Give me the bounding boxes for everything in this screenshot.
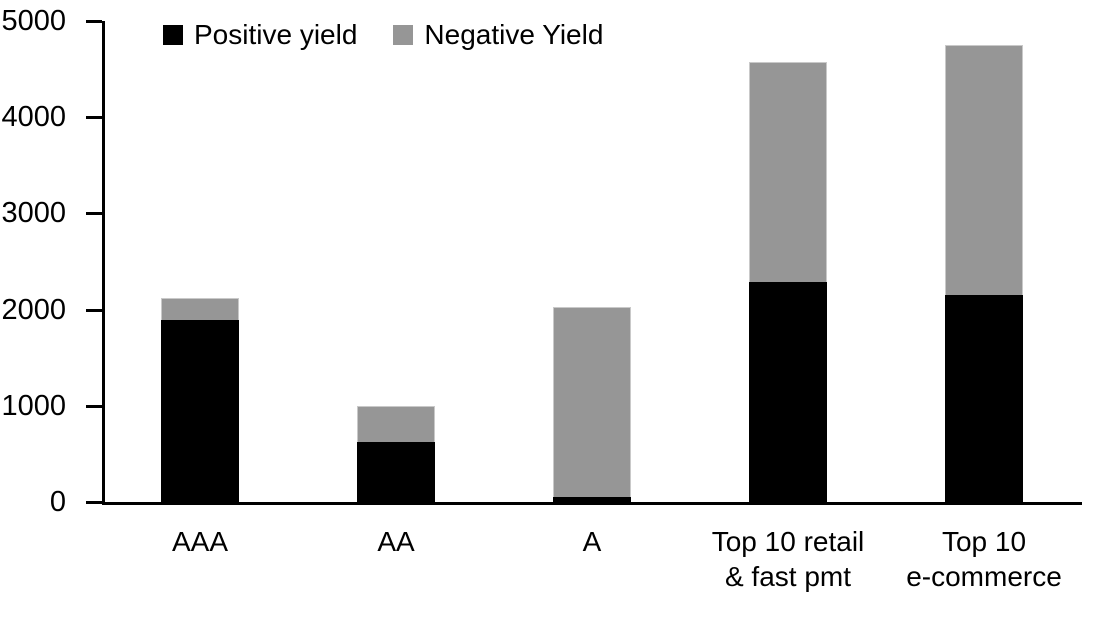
legend-label-positive-yield: Positive yield <box>194 19 358 50</box>
x-axis-category-label-line: e-commerce <box>906 561 1062 592</box>
negative-yield-swatch-icon <box>393 25 414 45</box>
y-axis-tick-label: 3000 <box>1 197 66 230</box>
y-axis-tick-label: 1000 <box>1 389 66 422</box>
x-axis-category-label: AAA <box>75 524 325 559</box>
y-axis-tick-label: 0 <box>49 486 66 518</box>
bar-segment-negative <box>553 306 631 498</box>
y-axis-tick <box>86 308 102 312</box>
bar-segment-positive <box>357 442 435 502</box>
x-axis-category-label: A <box>467 524 717 559</box>
y-axis-tick <box>86 404 102 408</box>
x-axis-category-label-line: & fast pmt <box>724 561 852 592</box>
legend-label-negative-yield: Negative Yield <box>424 19 604 50</box>
x-axis-category-label-line: AA <box>377 526 415 557</box>
y-axis-tick-label: 5000 <box>1 5 66 37</box>
x-axis-category-label-line: AAA <box>171 526 229 557</box>
y-axis-tick-label: 4000 <box>1 101 66 134</box>
chart-legend: Positive yield Negative Yield <box>163 20 603 50</box>
x-axis-category-label-line: Top 10 retail <box>711 526 865 557</box>
legend-item-negative-yield: Negative Yield <box>393 20 603 50</box>
y-axis <box>102 21 105 505</box>
bar-segment-negative <box>161 298 239 321</box>
bar-segment-negative <box>749 62 827 282</box>
y-axis-tick-label: 2000 <box>1 293 66 326</box>
positive-yield-swatch-icon <box>163 25 183 45</box>
bar-segment-positive <box>161 320 239 502</box>
y-axis-tick <box>86 501 102 504</box>
y-axis-tick <box>86 212 102 216</box>
bar-segment-negative <box>357 405 435 443</box>
x-axis <box>102 502 1082 505</box>
bar-segment-negative <box>945 45 1023 296</box>
y-axis-tick <box>86 116 102 120</box>
x-axis-category-label-line: Top 10 <box>941 526 1027 557</box>
x-axis-category-label: Top 10 e-commerce <box>859 524 1102 594</box>
bar-segment-positive <box>553 497 631 502</box>
bar-segment-positive <box>749 281 827 502</box>
x-axis-category-label: AA <box>271 524 521 559</box>
bar-segment-positive <box>945 295 1023 502</box>
x-axis-category-label: Top 10 retail & fast pmt <box>663 524 913 594</box>
y-axis-tick <box>86 20 102 23</box>
legend-item-positive-yield: Positive yield <box>163 20 357 50</box>
x-axis-category-label-line: A <box>582 526 602 557</box>
